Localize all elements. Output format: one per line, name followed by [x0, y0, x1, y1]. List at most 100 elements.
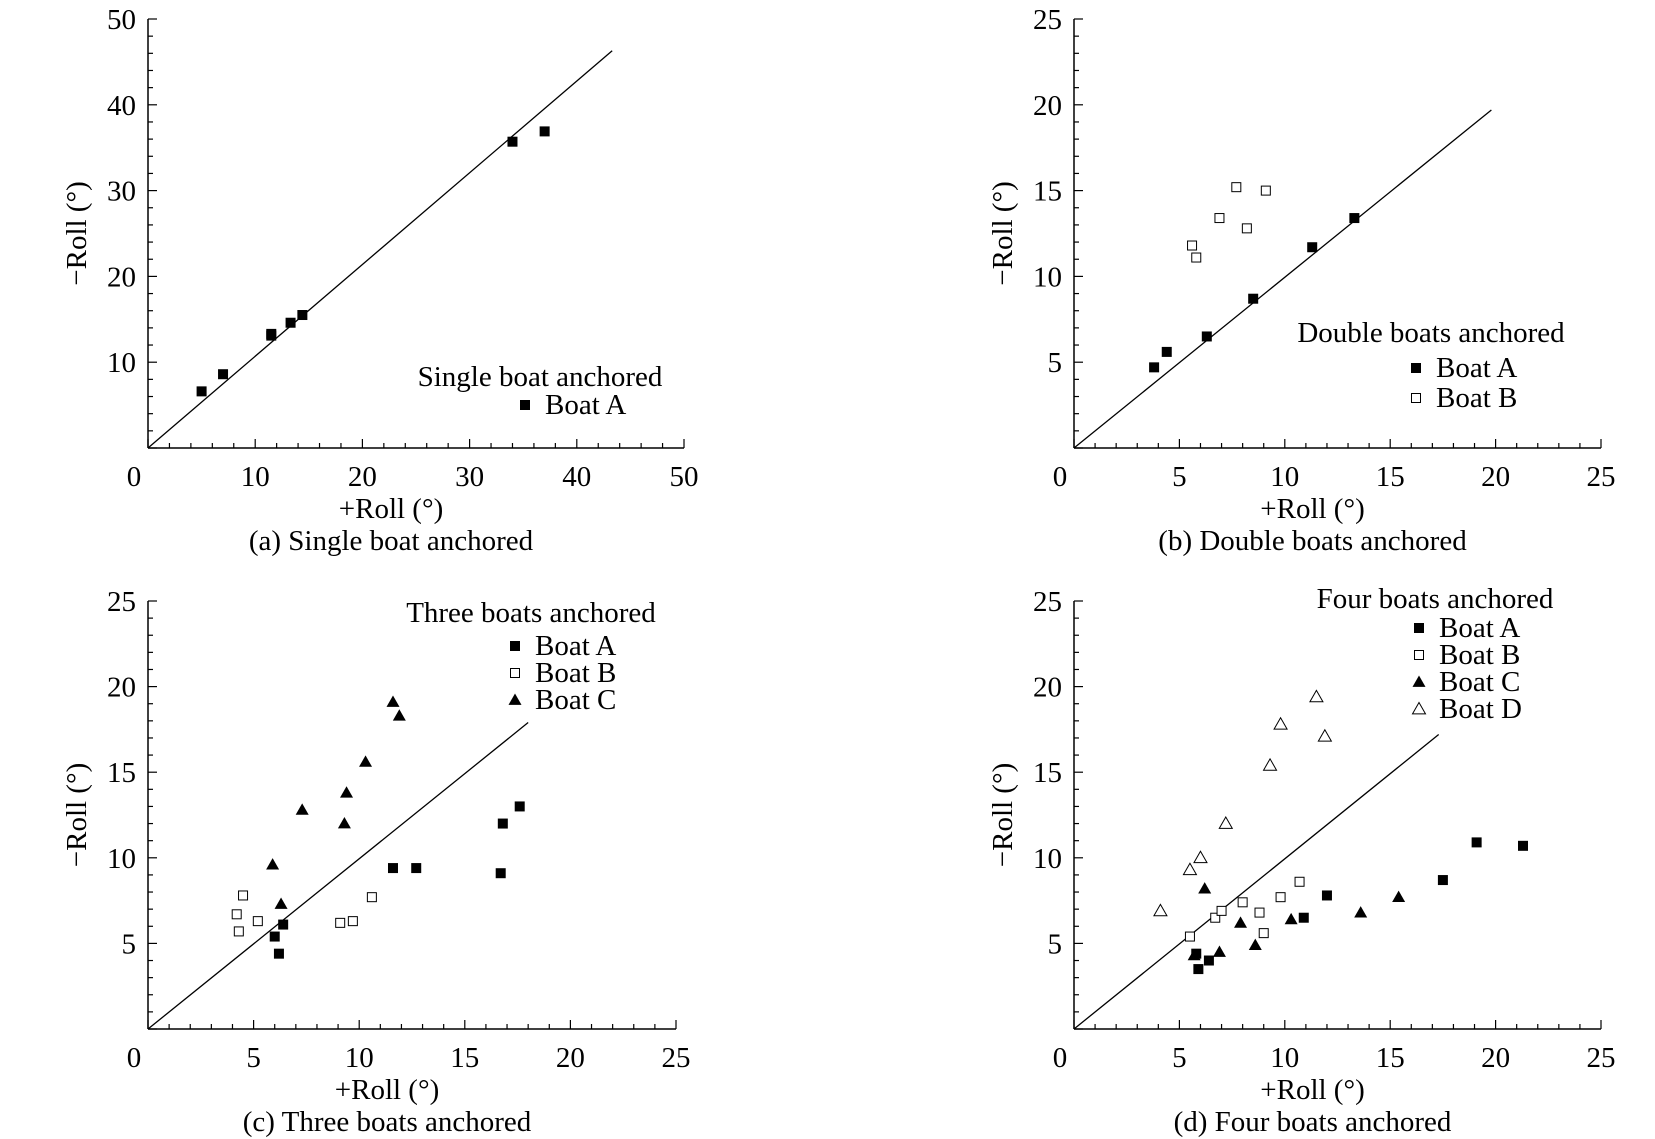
y-tick-label: 10	[1033, 261, 1062, 293]
data-point	[285, 317, 296, 328]
data-point	[274, 897, 288, 909]
legend-label: Boat A	[545, 389, 626, 421]
legend-marker	[1411, 393, 1421, 403]
x-tick-label: 15	[1376, 461, 1405, 493]
y-axis-label: −Roll (°)	[61, 763, 93, 867]
data-point	[231, 909, 242, 920]
reference-line	[1073, 109, 1492, 449]
data-point	[1273, 716, 1288, 730]
data-point	[238, 890, 249, 901]
legend-title: Four boats anchored	[1317, 583, 1554, 615]
data-point	[1193, 964, 1204, 975]
data-point	[1214, 213, 1225, 224]
reference-line	[1073, 734, 1440, 1030]
y-tick-label: 10	[107, 843, 136, 875]
y-tick-label: 5	[1048, 347, 1063, 379]
x-tick-label: 5	[246, 1042, 261, 1074]
x-tick-label: 15	[450, 1042, 479, 1074]
x-tick-label: 15	[1376, 1042, 1405, 1074]
x-tick-label: 0	[127, 1042, 142, 1074]
data-point	[497, 818, 508, 829]
x-tick-label: 20	[1481, 1042, 1510, 1074]
x-tick-label: 50	[670, 461, 699, 493]
data-point	[1241, 223, 1252, 234]
data-point	[1309, 689, 1324, 703]
x-tick-label: 10	[241, 461, 270, 493]
legend-marker	[1412, 675, 1426, 687]
data-point	[233, 926, 244, 937]
series-boat-a	[196, 126, 550, 397]
data-point	[295, 803, 309, 815]
data-point	[1237, 897, 1248, 908]
y-tick-label: 25	[1033, 4, 1062, 36]
x-tick-label: 5	[1172, 461, 1187, 493]
data-point	[1191, 252, 1202, 263]
data-point	[1203, 955, 1214, 966]
y-tick-label: 20	[1033, 90, 1062, 122]
y-tick-label: 25	[1033, 586, 1062, 618]
data-point	[218, 369, 229, 380]
legend-marker	[510, 668, 520, 678]
series-boat-b	[1184, 876, 1305, 942]
legend-title: Single boat anchored	[418, 361, 663, 393]
data-point	[1349, 213, 1360, 224]
legend-marker	[1414, 623, 1424, 633]
data-point	[196, 386, 207, 397]
x-axis-label: +Roll (°)	[335, 1074, 439, 1106]
data-point	[1275, 892, 1286, 903]
data-point	[1307, 242, 1318, 253]
reference-line	[147, 50, 613, 449]
legend-label: Boat B	[1439, 639, 1520, 671]
y-tick-label: 20	[1033, 672, 1062, 704]
data-point	[366, 892, 377, 903]
data-point	[507, 136, 518, 147]
legend-label: Boat A	[1436, 352, 1517, 384]
x-tick-label: 20	[348, 461, 377, 493]
chart-panel-1: 0 10 20 30 40 50 10 20 30 40 50 +Roll (°) −Roll (°) (…	[61, 4, 699, 557]
panel-caption: (d) Four boats anchored	[1174, 1106, 1452, 1138]
legend-marker	[510, 641, 520, 651]
data-point	[1248, 938, 1262, 950]
legend-title: Double boats anchored	[1297, 317, 1565, 349]
data-point	[1153, 903, 1168, 917]
series-boat-b	[1187, 182, 1271, 263]
y-tick-label: 15	[1033, 176, 1062, 208]
x-axis-label: +Roll (°)	[339, 493, 443, 525]
panel-caption: (b) Double boats anchored	[1158, 525, 1467, 557]
data-point	[1298, 912, 1309, 923]
chart-panel-2: 0 5 10 15 20 25 5 10 15 20 25 +Roll (°) −Roll (°) (b)…	[987, 4, 1616, 557]
data-point	[273, 948, 284, 959]
data-point	[359, 755, 373, 767]
legend-marker	[508, 693, 522, 705]
data-point	[1187, 240, 1198, 251]
data-point	[387, 863, 398, 874]
data-point	[1518, 840, 1529, 851]
x-axis-label: +Roll (°)	[1260, 1074, 1364, 1106]
y-tick-label: 5	[122, 928, 137, 960]
panel-caption: (a) Single boat anchored	[249, 525, 534, 557]
data-point	[1184, 931, 1195, 942]
series-boat-a	[1149, 213, 1360, 373]
data-point	[337, 817, 351, 829]
data-point	[495, 868, 506, 879]
legend-title: Three boats anchored	[406, 597, 656, 629]
data-point	[1210, 912, 1221, 923]
legend-label: Boat C	[535, 684, 616, 716]
x-tick-label: 0	[1053, 1042, 1068, 1074]
series-boat-c	[1187, 882, 1406, 961]
y-axis-label: −Roll (°)	[987, 763, 1019, 867]
y-tick-label: 10	[107, 347, 136, 379]
y-tick-label: 15	[107, 757, 136, 789]
legend-marker	[1411, 701, 1427, 715]
data-point	[1354, 906, 1368, 918]
data-point	[1201, 331, 1212, 342]
data-point	[1471, 837, 1482, 848]
data-point	[1198, 882, 1212, 894]
x-tick-label: 10	[1270, 1042, 1299, 1074]
data-point	[252, 916, 263, 927]
data-point	[1193, 850, 1208, 864]
y-tick-label: 30	[107, 176, 136, 208]
